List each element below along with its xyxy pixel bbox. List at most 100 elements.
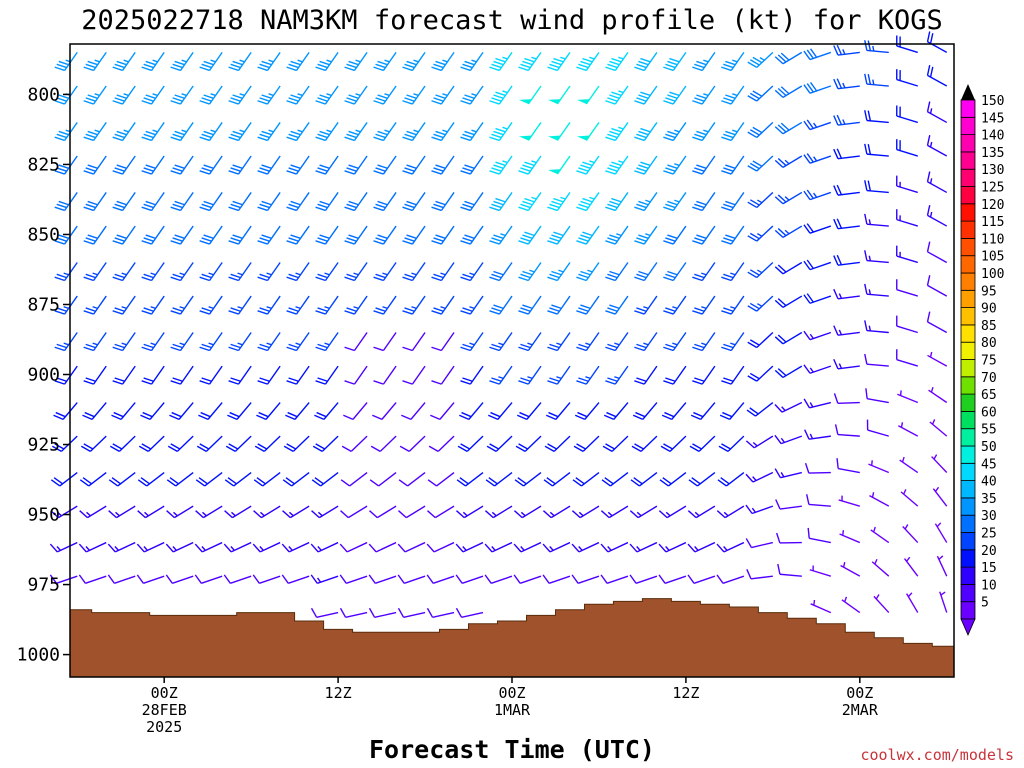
- colorbar-swatch: [960, 532, 976, 551]
- wind-barb: [774, 261, 803, 275]
- wind-barb: [516, 402, 542, 421]
- wind-barb: [281, 574, 310, 584]
- wind-barb: [431, 155, 455, 175]
- wind-barb: [721, 122, 745, 142]
- wind-barb: [865, 388, 889, 404]
- wind-barb: [112, 295, 136, 315]
- wind-barb: [838, 495, 861, 507]
- wind-barb: [747, 365, 774, 382]
- wind-barb: [344, 155, 368, 175]
- wind-barb: [489, 52, 513, 72]
- wind-barb: [931, 454, 948, 474]
- wind-barb: [871, 558, 890, 577]
- wind-barb: [692, 365, 716, 385]
- wind-barb: [369, 471, 397, 487]
- wind-barb: [601, 471, 629, 487]
- wind-barb: [518, 52, 542, 72]
- wind-barb: [518, 365, 542, 385]
- wind-barb: [281, 541, 310, 553]
- wind-barb: [402, 192, 426, 212]
- wind-barb: [866, 419, 889, 437]
- wind-barb: [54, 365, 78, 385]
- terrain-surface: [69, 598, 955, 678]
- wind-barb: [402, 295, 426, 315]
- wind-barb: [455, 541, 484, 553]
- wind-barb: [896, 175, 918, 194]
- wind-barb: [315, 52, 339, 72]
- wind-barb: [634, 295, 658, 315]
- wind-barb: [513, 574, 542, 584]
- colorbar-swatch: [960, 203, 976, 222]
- colorbar-label: 85: [981, 319, 997, 334]
- wind-barb: [141, 85, 165, 105]
- wind-barb: [747, 225, 774, 242]
- wind-barb: [112, 365, 136, 385]
- wind-barb: [136, 541, 165, 553]
- wind-barb: [721, 262, 745, 282]
- wind-barb: [141, 332, 165, 352]
- wind-barb: [312, 435, 339, 453]
- wind-barb: [864, 353, 889, 367]
- wind-barb: [369, 505, 397, 519]
- wind-barb: [456, 471, 484, 487]
- wind-barb: [228, 262, 252, 282]
- wind-barb: [747, 261, 774, 279]
- wind-barb: [833, 288, 860, 300]
- wind-barb: [54, 192, 78, 212]
- wind-barb: [902, 524, 919, 544]
- wind-barb: [53, 402, 78, 421]
- wind-barb: [926, 135, 948, 157]
- wind-barb: [140, 402, 165, 421]
- colorbar-swatch: [960, 376, 976, 395]
- wind-barb: [571, 541, 600, 553]
- wind-barb: [547, 365, 571, 385]
- wind-barb: [196, 435, 223, 453]
- wind-barb: [170, 225, 194, 245]
- wind-barb: [721, 225, 745, 245]
- wind-barb: [257, 122, 281, 142]
- wind-barb: [689, 435, 716, 453]
- wind-barb: [692, 295, 716, 315]
- colorbar-swatch: [960, 584, 976, 603]
- colorbar-label: 65: [981, 388, 997, 403]
- colorbar-swatch: [960, 514, 976, 533]
- wind-barb: [774, 121, 803, 135]
- wind-barb: [460, 122, 484, 142]
- wind-barb: [833, 218, 860, 230]
- wind-barb: [547, 192, 571, 212]
- wind-barb: [112, 85, 136, 105]
- wind-barb: [513, 541, 542, 553]
- wind-barb: [571, 574, 600, 584]
- wind-barb: [83, 332, 107, 352]
- wind-barb: [576, 192, 600, 212]
- wind-barb: [518, 332, 542, 352]
- wind-barb: [899, 456, 919, 474]
- plot-frame: [69, 43, 955, 678]
- colorbar-label: 80: [981, 336, 997, 351]
- wind-barb: [833, 358, 860, 370]
- wind-barb: [402, 52, 426, 72]
- wind-barb: [315, 332, 339, 352]
- wind-barb: [692, 155, 716, 175]
- x-tick-label: 28FEB: [142, 701, 187, 719]
- wind-barb: [460, 365, 484, 385]
- colorbar-label: 90: [981, 302, 997, 317]
- colorbar-swatch: [960, 601, 976, 620]
- wind-barb: [774, 434, 803, 445]
- colorbar-label: 120: [981, 198, 1004, 213]
- wind-barb: [634, 52, 658, 72]
- colorbar-swatch: [960, 324, 976, 343]
- wind-barb: [548, 155, 571, 175]
- wind-barb: [344, 85, 368, 105]
- wind-barb: [286, 262, 310, 282]
- wind-barb: [373, 192, 397, 212]
- wind-barb: [687, 574, 716, 584]
- colorbar-label: 55: [981, 423, 997, 438]
- wind-barb: [803, 259, 832, 271]
- wind-barb: [716, 505, 745, 519]
- colorbar-label: 130: [981, 163, 1004, 178]
- wind-barb: [600, 505, 629, 519]
- wind-barb: [833, 254, 860, 266]
- wind-barb: [370, 435, 397, 453]
- y-tick-label: 975: [27, 575, 60, 596]
